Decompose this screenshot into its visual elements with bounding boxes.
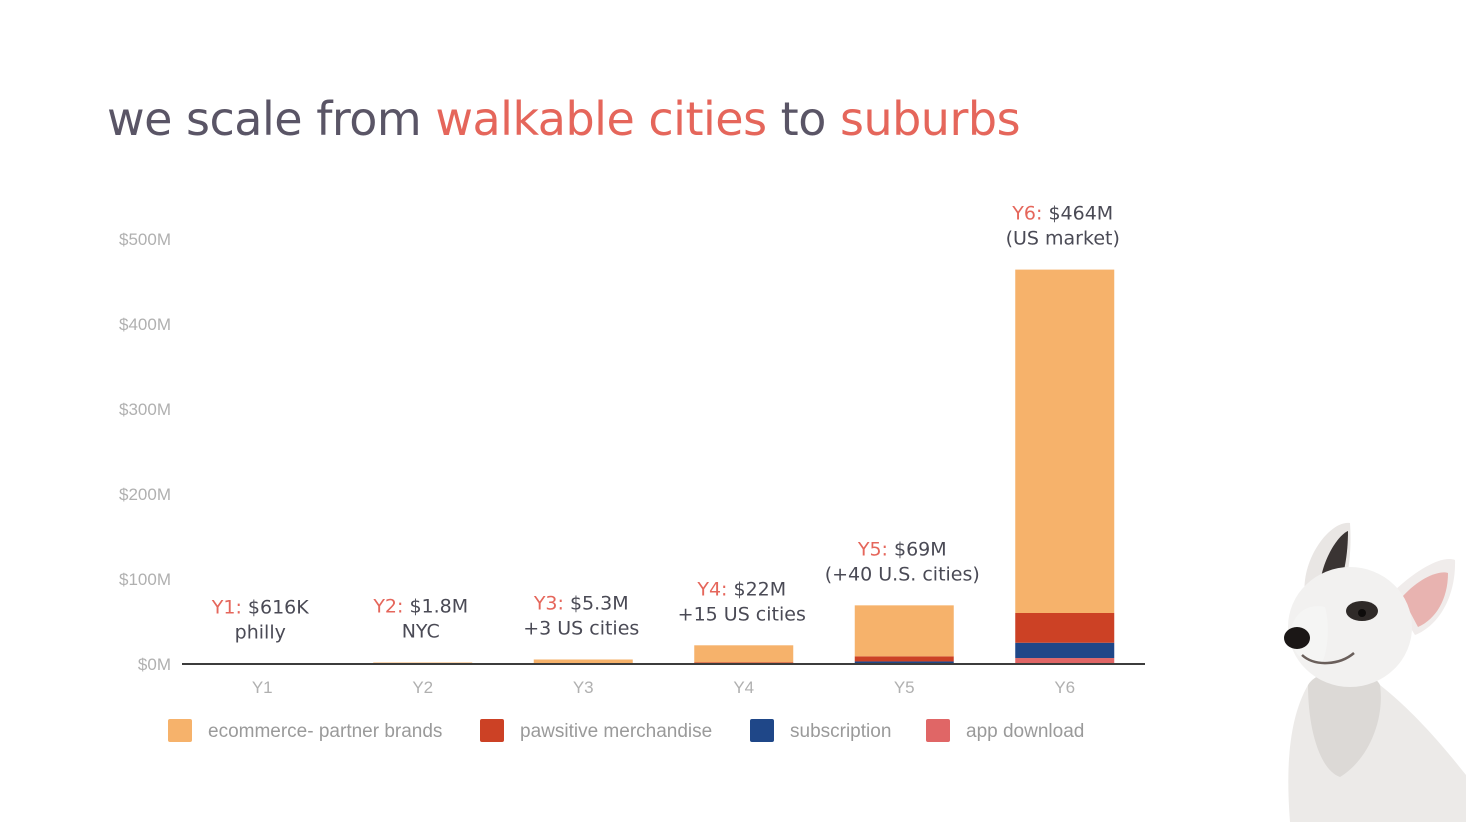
bar-segment	[854, 661, 954, 664]
title-highlight-walkable-cities: walkable cities	[435, 92, 767, 146]
bar-segment	[694, 645, 794, 663]
bar-segment	[1015, 658, 1115, 664]
annotation-label: Y2: $1.8M	[372, 595, 468, 617]
stacked-bar-chart: $0M $100M $200M $300M $400M $500M Y1 Y2 Y3 Y4 Y5 Y6…	[119, 203, 1145, 742]
bar-segment	[1015, 642, 1115, 659]
bar-segment	[1015, 269, 1115, 613]
legend-label: app download	[966, 721, 1084, 742]
legend-swatch	[480, 719, 504, 742]
annotation-label: Y4: $22M	[696, 578, 786, 600]
x-tick-label: Y5	[894, 678, 915, 697]
y-tick-label: $400M	[119, 315, 171, 334]
x-tick-label: Y1	[252, 678, 273, 697]
annotation-label: Y1: $616K	[211, 596, 309, 618]
x-tick-label: Y2	[412, 678, 433, 697]
slide-title: we scale from walkable cities to suburbs	[107, 92, 1021, 146]
annotation-year: Y1:	[211, 596, 248, 618]
annotation-note: +15 US cities	[678, 603, 806, 625]
annotation-year: Y6:	[1011, 203, 1048, 225]
annotation-note: (+40 U.S. cities)	[825, 563, 980, 585]
y-tick-label: $500M	[119, 230, 171, 249]
x-tick-label: Y3	[573, 678, 594, 697]
annotation-label: Y6: $464M	[1011, 203, 1113, 225]
y-tick-label: $200M	[119, 485, 171, 504]
annotation-year: Y5:	[857, 538, 894, 560]
annotation-year: Y2:	[372, 595, 409, 617]
annotation-note: (US market)	[1006, 228, 1120, 250]
annotation-note: philly	[235, 621, 286, 643]
bar-segment	[533, 659, 633, 664]
bar-segment	[854, 605, 954, 657]
annotation-note: NYC	[402, 620, 440, 642]
annotation-value: $1.8M	[409, 595, 468, 617]
y-tick-label: $300M	[119, 400, 171, 419]
dog-photo	[1250, 515, 1466, 822]
annotation-note: +3 US cities	[523, 617, 639, 639]
annotation-value: $5.3M	[570, 592, 629, 614]
legend-swatch	[168, 719, 192, 742]
x-tick-label: Y4	[733, 678, 754, 697]
legend-label: ecommerce- partner brands	[208, 721, 442, 742]
bar-segment	[1015, 613, 1115, 643]
title-highlight-suburbs: suburbs	[839, 92, 1021, 146]
y-tick-label: $100M	[119, 570, 171, 589]
annotation-value: $464M	[1048, 203, 1113, 225]
annotation-label: Y5: $69M	[857, 538, 947, 560]
title-part-1: we scale from	[107, 92, 436, 146]
annotation-value: $69M	[894, 538, 947, 560]
legend-swatch	[750, 719, 774, 742]
x-tick-label: Y6	[1054, 678, 1075, 697]
annotation-label: Y3: $5.3M	[533, 592, 629, 614]
legend-label: pawsitive merchandise	[520, 721, 712, 742]
annotation-value: $616K	[248, 596, 309, 618]
legend-label: subscription	[790, 721, 891, 742]
y-tick-label: $0M	[138, 655, 171, 674]
bar-segment	[854, 656, 954, 662]
annotation-year: Y3:	[533, 592, 570, 614]
legend-swatch	[926, 719, 950, 742]
annotation-value: $22M	[733, 578, 786, 600]
annotation-year: Y4:	[696, 578, 733, 600]
title-part-2: to	[766, 92, 840, 146]
